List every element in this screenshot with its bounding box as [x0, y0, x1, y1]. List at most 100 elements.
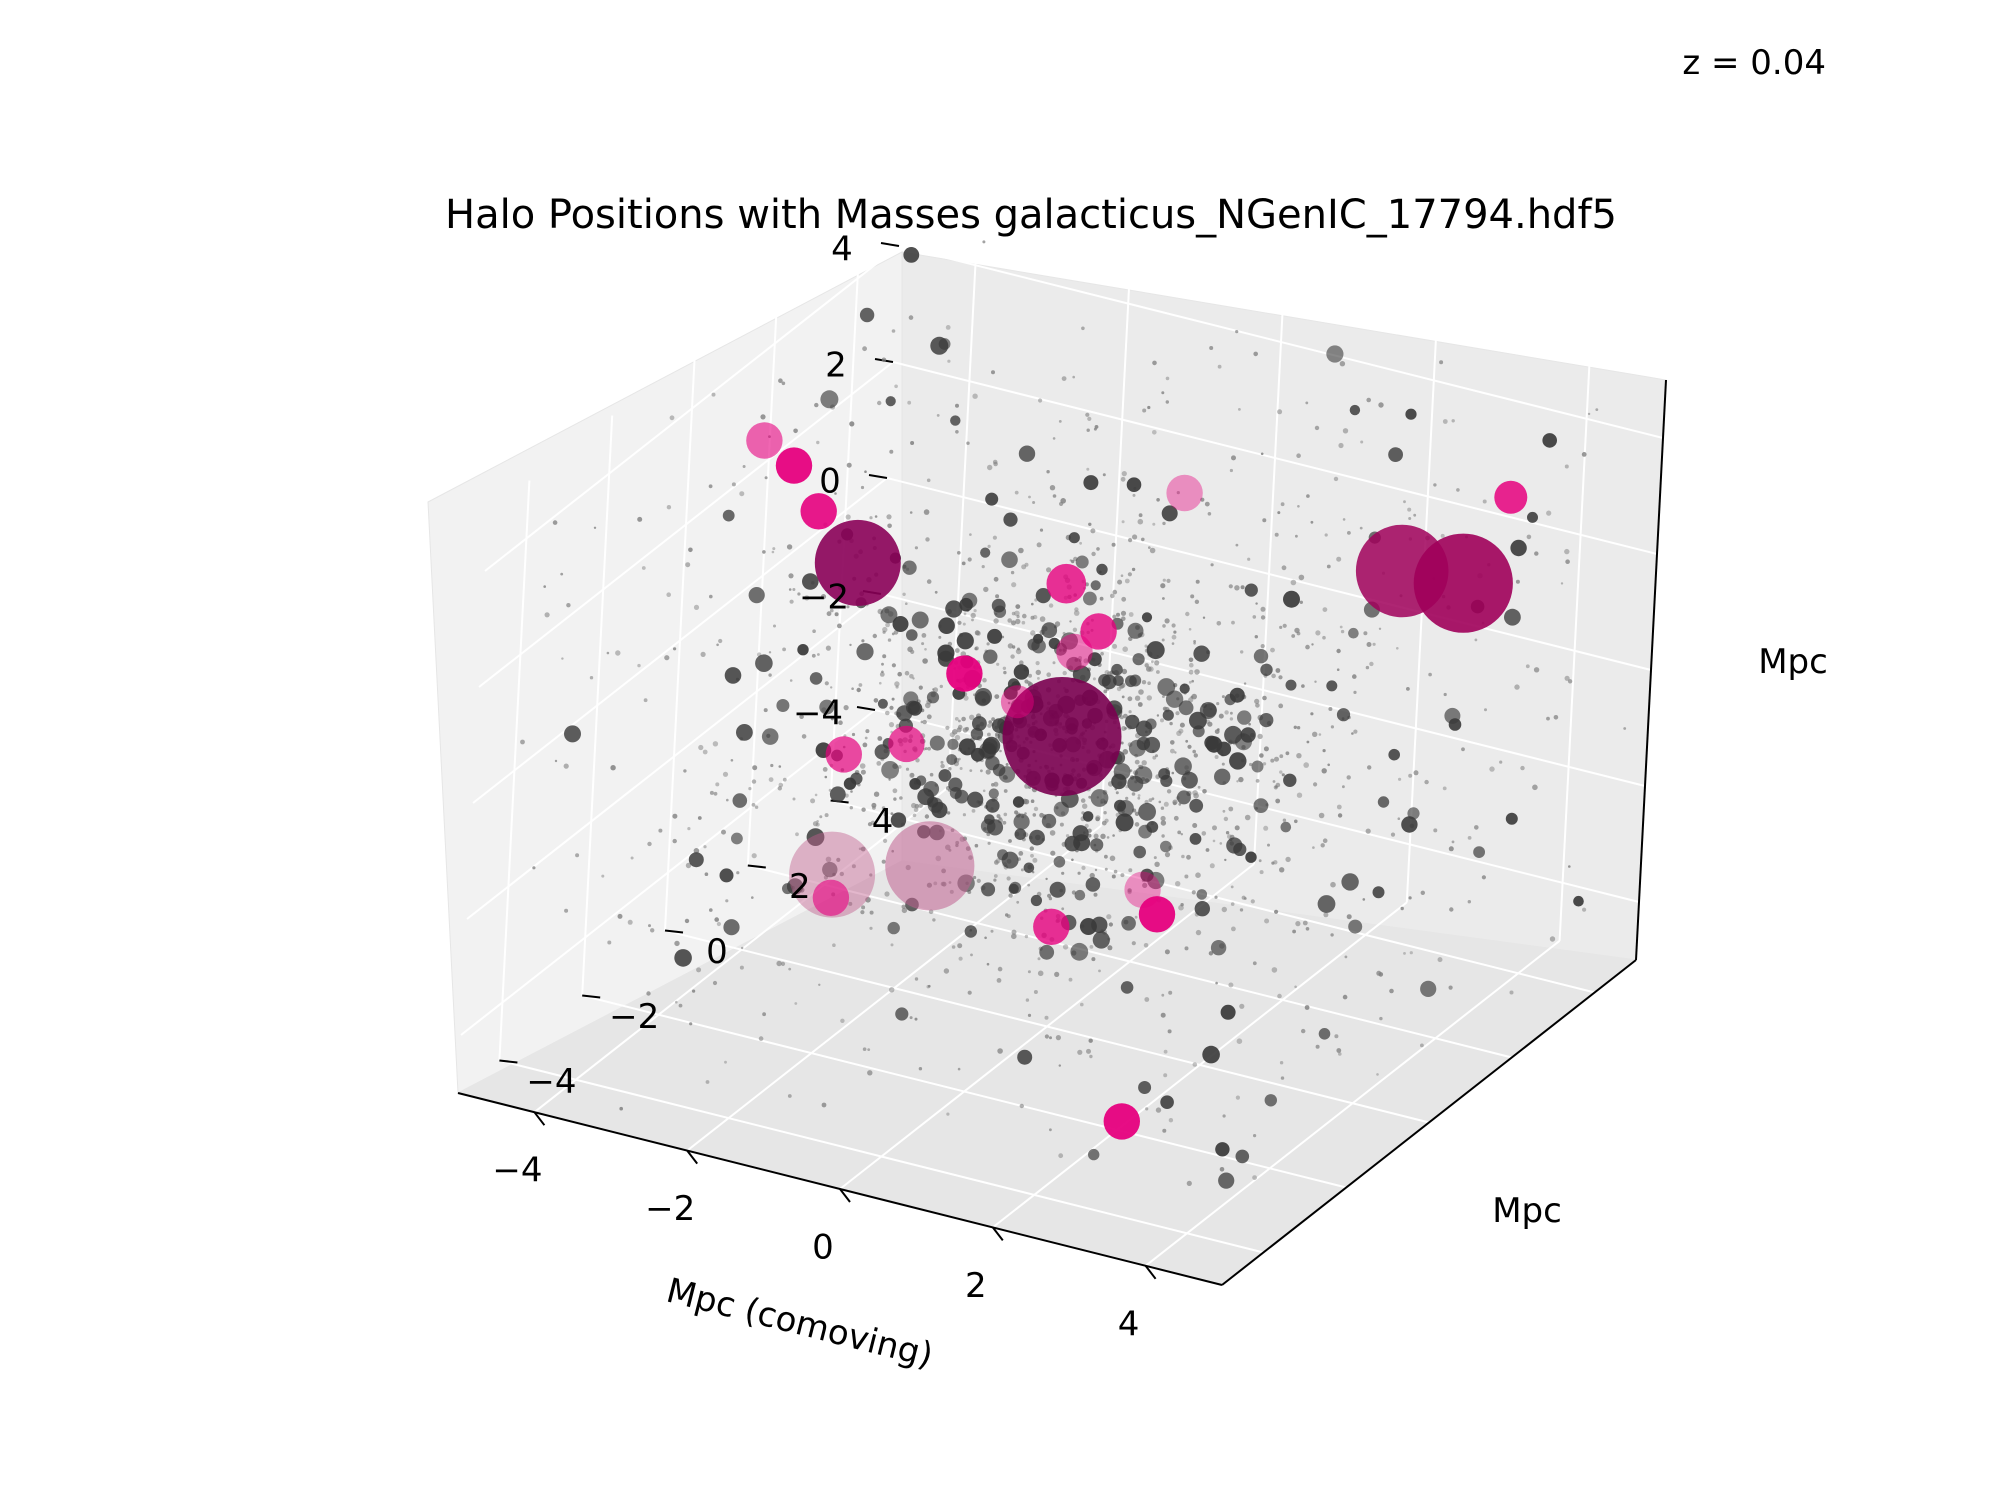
medium-halo-point: [1377, 796, 1390, 808]
small-halo-point: [1534, 551, 1539, 556]
medium-halo-point: [1126, 477, 1142, 493]
medium-halo-point: [1251, 760, 1264, 773]
small-halo-point: [1052, 661, 1056, 665]
medium-halo-point: [1174, 757, 1192, 775]
x-tick: [533, 1111, 546, 1126]
small-halo-point: [1194, 599, 1200, 604]
small-halo-point: [1274, 756, 1279, 762]
small-halo-point: [672, 813, 678, 819]
small-halo-point: [697, 816, 702, 820]
small-halo-point: [1002, 666, 1007, 670]
small-halo-point: [566, 603, 571, 608]
small-halo-point: [1227, 834, 1232, 839]
medium-halo-point: [1237, 710, 1252, 725]
small-halo-point: [1131, 941, 1136, 946]
small-halo-point: [1209, 346, 1214, 350]
small-halo-point: [907, 400, 912, 405]
small-halo-point: [954, 648, 960, 653]
small-halo-point: [801, 734, 807, 739]
medium-halo-point: [1113, 763, 1131, 780]
medium-halo-point: [980, 547, 991, 558]
medium-halo-point: [802, 573, 819, 590]
small-halo-point: [1011, 933, 1017, 940]
small-halo-point: [1255, 703, 1260, 708]
small-halo-point: [985, 769, 991, 775]
medium-halo-point: [985, 798, 1000, 813]
small-halo-point: [1277, 511, 1281, 515]
medium-halo-point: [938, 769, 952, 782]
small-halo-point: [1032, 614, 1038, 620]
small-halo-point: [1223, 816, 1229, 822]
small-halo-point: [881, 859, 886, 864]
medium-halo-point: [1253, 649, 1269, 664]
small-halo-point: [1244, 814, 1251, 821]
small-halo-point: [1011, 929, 1017, 935]
small-halo-point: [1274, 532, 1279, 537]
small-halo-point: [1061, 907, 1065, 911]
medium-halo-point: [881, 761, 899, 779]
small-halo-point: [1024, 934, 1029, 939]
small-halo-point: [1240, 585, 1245, 590]
small-halo-point: [1406, 687, 1410, 691]
small-halo-point: [1396, 647, 1399, 650]
medium-halo-point: [1283, 590, 1300, 608]
small-halo-point: [1068, 977, 1073, 982]
medium-halo-point: [890, 812, 907, 828]
medium-halo-point: [1013, 664, 1030, 680]
medium-halo-point: [880, 606, 898, 624]
small-halo-point: [1149, 547, 1156, 554]
small-halo-point: [884, 891, 890, 897]
small-halo-point: [822, 767, 828, 772]
small-halo-point: [882, 626, 888, 633]
small-halo-point: [1221, 762, 1225, 766]
small-halo-point: [1195, 872, 1201, 878]
small-halo-point: [867, 1070, 873, 1076]
small-halo-point: [1328, 707, 1333, 711]
small-halo-point: [887, 523, 892, 529]
small-halo-point: [859, 763, 866, 769]
small-halo-point: [1010, 654, 1015, 659]
small-halo-point: [1080, 798, 1086, 803]
small-halo-point: [1303, 762, 1309, 768]
medium-halo-point: [1121, 916, 1136, 931]
grid-line: [1558, 360, 1591, 941]
y-tick-label: −4: [526, 1062, 576, 1102]
small-halo-point: [1336, 556, 1342, 562]
small-halo-point: [1546, 716, 1550, 721]
small-halo-point: [1036, 542, 1042, 548]
small-halo-point: [1390, 832, 1396, 837]
large-halo-point: [946, 655, 983, 692]
small-halo-point: [794, 1002, 798, 1005]
small-halo-point: [1202, 616, 1206, 619]
small-halo-point: [939, 684, 943, 689]
medium-halo-point: [1214, 768, 1231, 785]
small-halo-point: [1092, 677, 1096, 681]
small-halo-point: [1235, 1095, 1240, 1100]
medium-halo-point: [988, 788, 999, 799]
small-halo-point: [792, 588, 796, 591]
small-halo-point: [1089, 1054, 1093, 1059]
medium-halo-point: [1127, 622, 1144, 639]
z-tick-label: 4: [831, 230, 853, 270]
small-halo-point: [1295, 921, 1301, 927]
small-halo-point: [1121, 726, 1127, 731]
small-halo-point: [726, 798, 729, 802]
small-halo-point: [1110, 593, 1115, 599]
small-halo-point: [1094, 868, 1098, 872]
small-halo-point: [1188, 628, 1192, 631]
small-halo-point: [910, 441, 915, 445]
small-halo-point: [1160, 806, 1165, 810]
small-halo-point: [996, 978, 1002, 983]
x-tick: [1144, 1265, 1157, 1280]
small-halo-point: [1336, 648, 1341, 654]
large-halo-point: [1046, 563, 1087, 604]
small-halo-point: [1338, 1052, 1342, 1056]
small-halo-point: [666, 592, 671, 597]
large-halo-point: [888, 725, 925, 763]
small-halo-point: [867, 822, 873, 827]
small-halo-point: [1032, 813, 1037, 817]
medium-halo-point: [1090, 580, 1101, 591]
small-halo-point: [837, 623, 842, 629]
small-halo-point: [901, 904, 906, 909]
medium-halo-point: [674, 949, 692, 967]
